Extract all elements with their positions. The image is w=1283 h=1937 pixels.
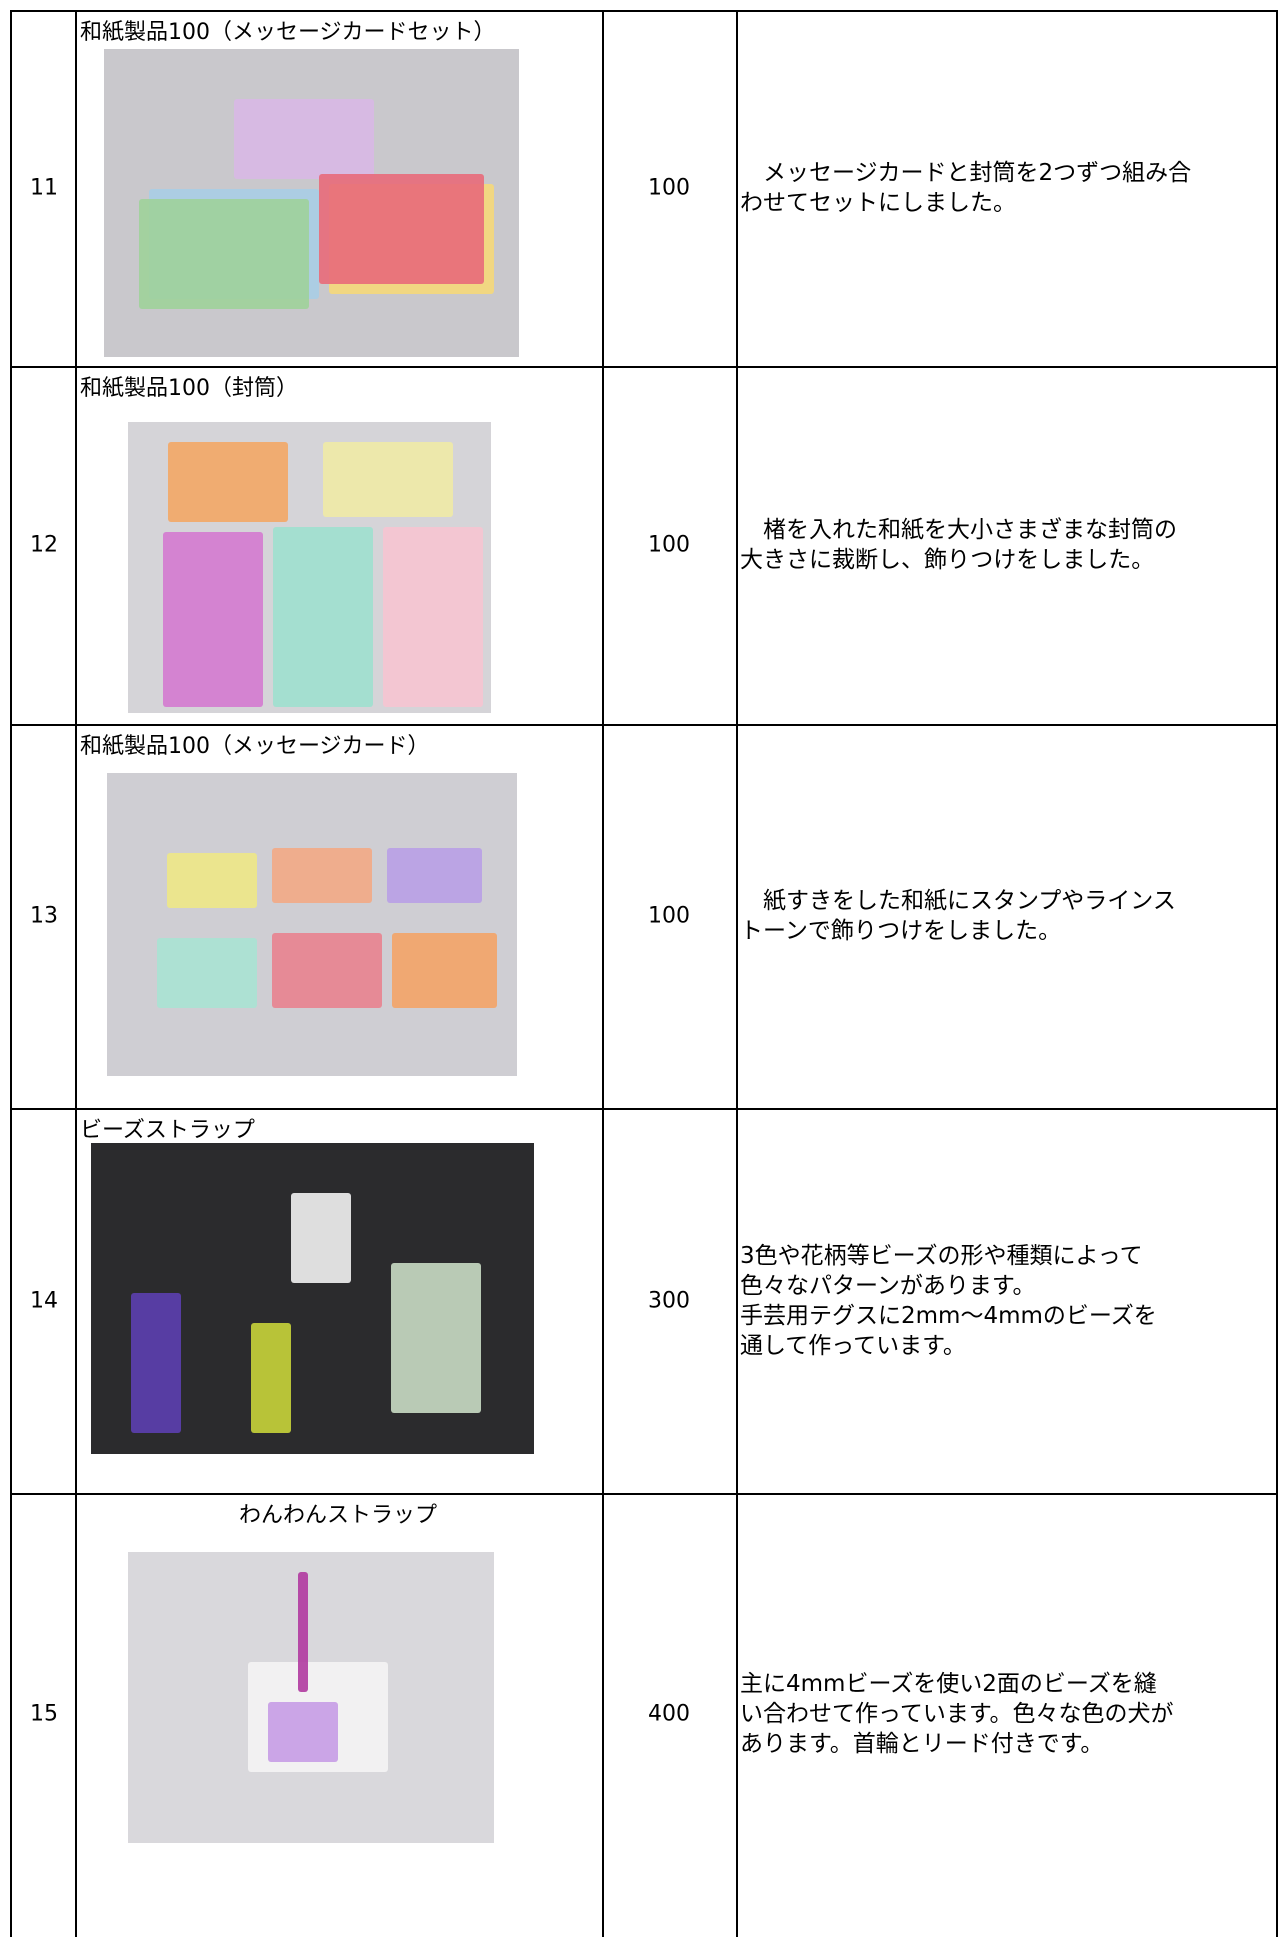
item-number: 11 [30,175,58,201]
table-cell [736,10,1278,368]
table-cell [10,724,77,1110]
table-cell [602,1108,738,1495]
description-line: わせてセットにしました。 [740,190,1016,216]
item-name: わんわんストラップ [238,1503,438,1528]
photo-item [319,174,484,284]
description-line: 色々なパターンがあります。 [740,1272,1036,1299]
item-price: 400 [648,1701,690,1727]
product-photo [128,422,491,713]
item-number: 14 [30,1288,58,1313]
description-line: メッセージカードと封筒を2つずつ組み合 [740,160,1192,186]
description-line: 手芸用テグスに2mm～4mmのビーズを [740,1302,1157,1329]
table-cell [602,724,738,1110]
description-line: 大きさに裁断し、飾りつけをしました。 [740,547,1155,573]
photo-item [291,1193,351,1283]
photo-item [234,99,374,179]
item-number: 13 [30,903,58,929]
product-photo [128,1552,494,1843]
table-cell [736,724,1278,1110]
table-cell [602,366,738,726]
product-photo [104,49,519,357]
table-cell [736,1493,1278,1937]
item-description: メッセージカードと封筒を2つずつ組み合 わせてセットにしました。 [740,158,1191,218]
table-cell [75,724,604,1110]
item-name: 和紙製品100（メッセージカード） [80,734,430,759]
item-description: 主に4mmビーズを使い2面のビーズを縫 い合わせて作っています。色々な色の犬が あり… [740,1669,1174,1759]
photo-item [323,442,453,517]
photo-item [168,442,288,522]
photo-item [157,938,257,1008]
table-cell [75,10,604,368]
description-line: トーンで飾りつけをしました。 [740,918,1062,944]
table-cell [602,10,738,368]
table-cell [75,1108,604,1495]
photo-item [139,199,309,309]
photo-item [163,532,263,707]
item-description: 紙すきをした和紙にスタンプやラインス トーンで飾りつけをしました。 [740,886,1176,946]
photo-item [387,848,482,903]
table-cell [10,366,77,726]
product-photo [107,773,517,1076]
photo-item [392,933,497,1008]
photo-item [268,1702,338,1762]
table-cell [10,1493,77,1937]
description-line: あります。首輪とリード付きです。 [740,1731,1104,1757]
photo-item [131,1293,181,1433]
description-line: 3色や花柄等ビーズの形や種類によって [740,1242,1143,1269]
table-cell [75,1493,604,1937]
item-number: 12 [30,532,58,558]
description-line: 主に4mmビーズを使い2面のビーズを縫 [740,1671,1157,1697]
photo-item [298,1572,308,1692]
item-price: 100 [648,903,690,929]
table-cell [602,1493,738,1937]
item-description: 3色や花柄等ビーズの形や種類によって 色々なパターンがあります。手芸用テグスに2m… [740,1241,1157,1361]
item-name: 和紙製品100（メッセージカードセット） [80,20,496,45]
photo-item [167,853,257,908]
photo-item [383,527,483,707]
photo-item [272,933,382,1008]
item-name: 和紙製品100（封筒） [80,376,298,401]
table-cell [75,366,604,726]
description-line: 通して作っています。 [740,1332,966,1359]
table-cell [10,1108,77,1495]
description-line: い合わせて作っています。色々な色の犬が [740,1701,1174,1727]
table-cell [10,10,77,368]
item-description: 楮を入れた和紙を大小さまざまな封筒の 大きさに裁断し、飾りつけをしました。 [740,515,1177,575]
product-photo [91,1143,534,1454]
item-name: ビーズストラップ [80,1118,255,1143]
photo-item [272,848,372,903]
description-line: 紙すきをした和紙にスタンプやラインス [740,888,1176,914]
item-price: 100 [648,532,690,558]
item-price: 300 [648,1288,690,1313]
table-cell [736,366,1278,726]
photo-item [391,1263,481,1413]
description-line: 楮を入れた和紙を大小さまざまな封筒の [740,517,1177,543]
item-price: 100 [648,175,690,201]
photo-item [251,1323,291,1433]
table-cell [736,1108,1278,1495]
photo-item [273,527,373,707]
item-number: 15 [30,1701,58,1727]
